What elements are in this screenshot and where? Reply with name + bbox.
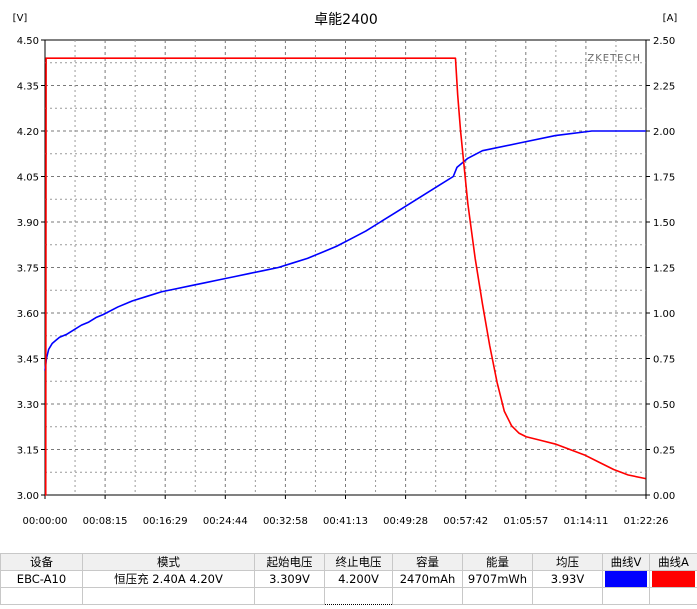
x-tick-label: 00:16:29: [143, 516, 188, 527]
grid-lines: [45, 40, 646, 495]
left-tick-label: 4.05: [17, 173, 39, 184]
x-tick-label: 00:08:15: [83, 516, 128, 527]
left-tick-label: 3.15: [17, 446, 39, 457]
left-tick-label: 3.90: [17, 218, 39, 229]
x-tick-label: 00:41:13: [323, 516, 368, 527]
header-curve-a: 曲线A: [649, 553, 697, 571]
right-tick-label: 0.25: [653, 446, 675, 457]
cell-capacity[interactable]: 2470mAh: [392, 570, 463, 588]
x-tick-label: 00:24:44: [203, 516, 248, 527]
curve-a-swatch-fill[interactable]: [652, 571, 695, 587]
cell-energy[interactable]: 9707mWh: [462, 570, 533, 588]
left-tick-label: 4.20: [17, 127, 39, 138]
header-capacity: 容量: [392, 553, 463, 571]
x-tick-label: 00:32:58: [263, 516, 308, 527]
x-tick-label: 00:49:28: [383, 516, 428, 527]
test-summary-table: 设备 模式 起始电压 终止电压 容量 能量 均压 曲线V 曲线A EBC-A10…: [0, 553, 697, 605]
cell-start-voltage[interactable]: 3.309V: [254, 570, 325, 588]
empty-cell[interactable]: [82, 587, 255, 605]
empty-cell[interactable]: [392, 587, 463, 605]
right-tick-label: 0.00: [653, 491, 675, 502]
right-tick-label: 1.75: [653, 173, 675, 184]
right-tick-label: 0.75: [653, 355, 675, 366]
x-tick-label: 00:00:00: [23, 516, 68, 527]
table-row[interactable]: EBC-A10 恒压充 2.40A 4.20V 3.309V 4.200V 24…: [0, 570, 697, 588]
right-tick-label: 2.00: [653, 127, 675, 138]
table-empty-row[interactable]: [0, 587, 697, 605]
curve-v-swatch-fill[interactable]: [605, 571, 647, 587]
left-tick-label: 3.00: [17, 491, 39, 502]
header-start-voltage: 起始电压: [254, 553, 325, 571]
curve-v-color-swatch[interactable]: [602, 570, 650, 588]
watermark-text: ZKETECH: [587, 53, 641, 64]
right-tick-label: 1.50: [653, 218, 675, 229]
left-axis-unit: [V]: [13, 13, 28, 24]
header-end-voltage: 终止电压: [324, 553, 393, 571]
empty-cell[interactable]: [649, 587, 697, 605]
right-tick-label: 2.25: [653, 82, 675, 93]
right-tick-label: 1.25: [653, 264, 675, 275]
left-tick-label: 3.30: [17, 400, 39, 411]
empty-cell[interactable]: [0, 587, 83, 605]
current-series-line: [44, 57, 646, 496]
left-tick-label: 4.35: [17, 82, 39, 93]
cell-end-voltage[interactable]: 4.200V: [324, 570, 393, 588]
header-energy: 能量: [462, 553, 533, 571]
header-avg-voltage: 均压: [532, 553, 603, 571]
right-axis-unit: [A]: [663, 13, 678, 24]
right-tick-label: 2.50: [653, 36, 675, 47]
empty-cell-selected[interactable]: [324, 587, 393, 605]
left-tick-label: 4.50: [17, 36, 39, 47]
axes: 3.00 3.15 3.30 3.45 3.60 3.75 3.90 4.05 4.20 4.35…: [17, 36, 676, 527]
left-tick-label: 3.45: [17, 355, 39, 366]
empty-cell[interactable]: [602, 587, 650, 605]
empty-cell[interactable]: [462, 587, 533, 605]
left-tick-label: 3.75: [17, 264, 39, 275]
x-tick-label: 01:14:11: [563, 516, 608, 527]
left-tick-label: 3.60: [17, 309, 39, 320]
table-header-row: 设备 模式 起始电压 终止电压 容量 能量 均压 曲线V 曲线A: [0, 553, 697, 571]
chart-title: 卓能2400: [314, 12, 378, 28]
voltage-series-line: [44, 130, 646, 371]
header-mode: 模式: [82, 553, 255, 571]
x-tick-label: 00:57:42: [443, 516, 488, 527]
x-tick-label: 01:22:26: [624, 516, 669, 527]
right-tick-label: 0.50: [653, 400, 675, 411]
cell-avg-voltage[interactable]: 3.93V: [532, 570, 603, 588]
header-curve-v: 曲线V: [602, 553, 650, 571]
series-lines: [44, 57, 646, 496]
curve-a-color-swatch[interactable]: [649, 570, 697, 588]
x-tick-label: 01:05:57: [503, 516, 548, 527]
charge-curve-chart: 3.00 3.15 3.30 3.45 3.60 3.75 3.90 4.05 4.20 4.35…: [13, 12, 678, 527]
cell-mode[interactable]: 恒压充 2.40A 4.20V: [82, 570, 255, 588]
right-tick-label: 1.00: [653, 309, 675, 320]
cell-device[interactable]: EBC-A10: [0, 570, 83, 588]
empty-cell[interactable]: [254, 587, 325, 605]
chart-svg: 3.00 3.15 3.30 3.45 3.60 3.75 3.90 4.05 4.20 4.35…: [13, 12, 678, 527]
header-device: 设备: [0, 553, 83, 571]
empty-cell[interactable]: [532, 587, 603, 605]
